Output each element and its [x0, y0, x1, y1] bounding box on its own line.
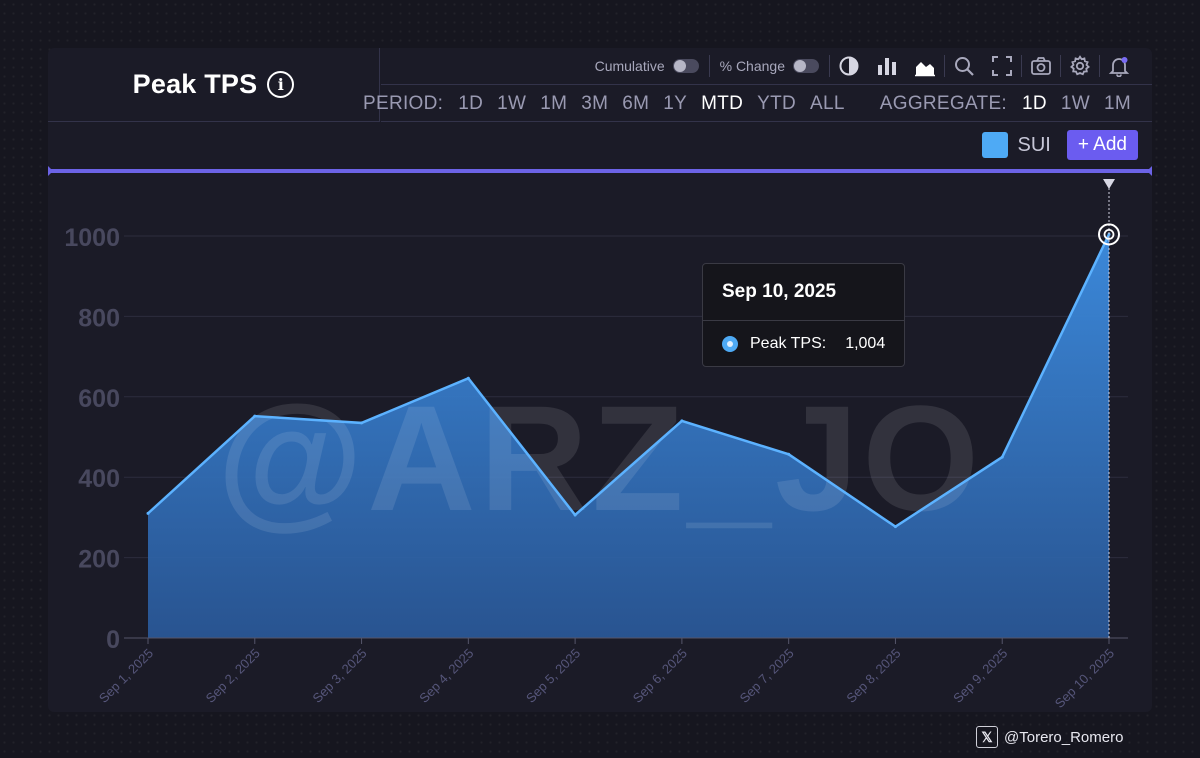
bar-chart-icon[interactable]: [868, 51, 906, 81]
area-chart-icon[interactable]: [906, 51, 944, 81]
aggregate-option-1m[interactable]: 1M: [1104, 92, 1131, 114]
y-tick-label: 200: [78, 546, 120, 574]
period-label: PERIOD:: [363, 92, 444, 114]
period-option-1m[interactable]: 1M: [540, 92, 568, 114]
tooltip-series-dot: [722, 336, 738, 352]
chart-title: Peak TPS: [132, 69, 258, 99]
y-tick-label: 0: [106, 626, 120, 654]
aggregate-option-1d[interactable]: 1D: [1022, 92, 1047, 114]
pct-change-label: % Change: [719, 58, 785, 74]
data-point[interactable]: [253, 414, 257, 418]
tooltip-series-label: Peak TPS:: [750, 335, 827, 352]
camera-icon[interactable]: [1022, 51, 1060, 81]
data-point[interactable]: [1107, 232, 1111, 236]
aggregate-label: AGGREGATE:: [879, 92, 1007, 114]
legend-row: SUI + Add: [48, 123, 1152, 167]
chart-plot: 0 200 400 600 800 1000 @ARZ_JO Sep 1, 2025 Sep…: [64, 179, 1128, 711]
x-tick-label: Sep 8, 2025: [843, 646, 903, 706]
x-tick-label: Sep 1, 2025: [96, 646, 156, 706]
period-option-3m[interactable]: 3M: [581, 92, 609, 114]
legend-label[interactable]: SUI: [1017, 133, 1051, 156]
gear-icon[interactable]: [1061, 51, 1099, 81]
toolbar-divider: [1021, 55, 1022, 77]
highlight-point: [1098, 223, 1120, 246]
title-area: Peak TPS i: [48, 48, 380, 122]
crosshair-marker: [1103, 179, 1115, 189]
tooltip-date: Sep 10, 2025: [703, 264, 904, 321]
period-option-1y[interactable]: 1Y: [663, 92, 688, 114]
toolbar-divider: [708, 55, 710, 77]
credit-handle: @Torero_Romero: [1004, 728, 1124, 746]
x-tick-label: Sep 6, 2025: [630, 646, 690, 706]
cumulative-toggle[interactable]: [672, 59, 699, 73]
credit: 𝕏 @Torero_Romero: [976, 725, 1123, 749]
pct-change-toggle[interactable]: [793, 59, 819, 73]
toolbar-divider: [1099, 55, 1100, 77]
data-point[interactable]: [787, 452, 791, 456]
cumulative-toggle-group[interactable]: Cumulative: [585, 58, 709, 74]
search-icon[interactable]: [945, 51, 983, 81]
period-option-6m[interactable]: 6M: [622, 92, 650, 114]
x-tick-label: Sep 2, 2025: [203, 646, 263, 706]
pie-chart-icon[interactable]: [830, 51, 868, 81]
y-tick-label: 800: [78, 304, 120, 332]
period-option-1d[interactable]: 1D: [458, 92, 484, 114]
data-point[interactable]: [680, 419, 684, 423]
tooltip-value: 1,004: [845, 335, 886, 352]
toolbar: Cumulative % Change: [381, 48, 1152, 85]
pct-change-toggle-group[interactable]: % Change: [710, 58, 829, 74]
bell-icon[interactable]: [1100, 51, 1138, 81]
data-point[interactable]: [893, 525, 897, 529]
period-option-ytd[interactable]: YTD: [757, 92, 797, 114]
tooltip: Sep 10, 2025 Peak TPS: 1,004: [702, 263, 905, 367]
data-point[interactable]: [360, 421, 364, 425]
data-point[interactable]: [466, 376, 470, 380]
y-tick-label: 1000: [64, 224, 120, 252]
x-tick-label: Sep 9, 2025: [950, 646, 1010, 706]
period-row: PERIOD: 1D 1W 1M 3M 6M 1Y MTD YTD ALL AG…: [363, 86, 1152, 122]
x-tick-label: Sep 3, 2025: [309, 646, 369, 706]
x-logo-icon: 𝕏: [976, 726, 998, 748]
toolbar-divider: [829, 55, 830, 77]
data-point[interactable]: [573, 513, 577, 517]
range-slider[interactable]: [48, 166, 1152, 176]
period-option-all[interactable]: ALL: [810, 92, 845, 114]
highlight-point-inner: [1103, 228, 1115, 240]
toolbar-divider: [944, 55, 945, 77]
data-point[interactable]: [146, 511, 150, 515]
watermark: @ARZ_JO: [217, 374, 983, 542]
data-point[interactable]: [1000, 455, 1004, 459]
aggregate-option-1w[interactable]: 1W: [1060, 92, 1090, 114]
x-tick-label: Sep 10, 2025: [1052, 646, 1117, 711]
y-tick-label: 400: [78, 465, 120, 493]
series-area: [148, 234, 1109, 638]
legend-swatch[interactable]: [981, 132, 1008, 158]
series-line: [147, 233, 1111, 529]
x-tick-label: Sep 5, 2025: [523, 646, 583, 706]
x-tick-label: Sep 7, 2025: [737, 646, 797, 706]
period-option-1w[interactable]: 1W: [497, 92, 527, 114]
period-option-mtd[interactable]: MTD: [701, 92, 744, 114]
info-icon[interactable]: i: [267, 71, 295, 98]
toolbar-divider: [1060, 55, 1061, 77]
y-tick-label: 600: [78, 385, 120, 413]
fullscreen-icon[interactable]: [983, 51, 1021, 81]
tooltip-row: Peak TPS: 1,004: [703, 321, 904, 367]
cumulative-label: Cumulative: [594, 58, 665, 74]
add-series-button[interactable]: + Add: [1066, 130, 1138, 160]
x-tick-label: Sep 4, 2025: [416, 646, 476, 706]
chart-panel: Peak TPS i Cumulative % Change: [48, 48, 1152, 712]
